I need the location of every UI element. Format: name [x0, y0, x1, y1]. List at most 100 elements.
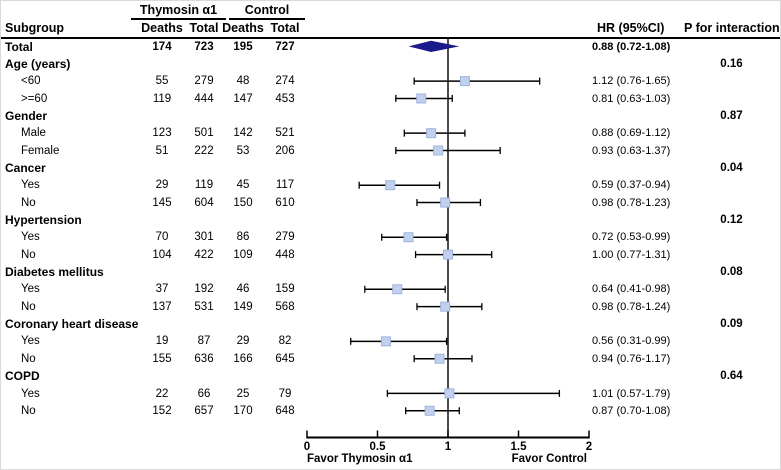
table-row: Female 51 222 53 206 0.93 (0.63-1.37) — [1, 143, 780, 160]
row-label: Hypertension — [5, 213, 82, 227]
deaths-control-cell: 170 — [233, 404, 253, 417]
table-row: No 155 636 166 645 0.94 (0.76-1.17) — [1, 351, 780, 368]
hr-ci-cell: 0.94 (0.76-1.17) — [592, 352, 671, 365]
row-label: COPD — [5, 369, 40, 384]
hr-ci-cell: 1.01 (0.57-1.79) — [592, 387, 671, 400]
row-label: No — [21, 352, 36, 365]
hr-ci-cell: 1.00 (0.77-1.31) — [592, 248, 671, 261]
col-header-total-thymosin: Total — [189, 21, 219, 35]
p-interaction-cell: 0.16 — [720, 57, 743, 70]
x-axis-tick-label: 0.5 — [369, 441, 386, 453]
total-thymosin-cell: 87 — [197, 335, 211, 348]
table-row: Coronary heart disease 0.09 — [1, 316, 780, 333]
p-interaction-cell: 0.87 — [720, 109, 743, 122]
col-header-deaths-thymosin: Deaths — [141, 21, 183, 35]
row-label: Yes — [21, 283, 40, 296]
total-control-cell: 610 — [275, 196, 295, 209]
total-thymosin-cell: 723 — [194, 40, 214, 53]
total-thymosin-cell: 636 — [194, 352, 214, 365]
p-interaction-cell: 0.12 — [720, 214, 743, 226]
total-thymosin-cell: 222 — [194, 144, 214, 157]
group-header-control: Control — [244, 3, 290, 17]
total-thymosin-cell: 604 — [194, 196, 214, 209]
deaths-thymosin-cell: 70 — [155, 231, 169, 244]
table-row: <60 55 279 48 274 1.12 (0.76-1.65) — [1, 73, 780, 90]
deaths-thymosin-cell: 155 — [152, 352, 172, 365]
control-underline — [229, 18, 305, 20]
deaths-control-cell: 29 — [236, 335, 250, 348]
row-label: Yes — [21, 179, 40, 192]
deaths-control-cell: 149 — [233, 300, 253, 313]
total-control-cell: 206 — [275, 144, 295, 157]
deaths-control-cell: 25 — [236, 387, 250, 400]
total-thymosin-cell: 657 — [194, 404, 214, 417]
deaths-thymosin-cell: 29 — [155, 179, 169, 192]
deaths-control-cell: 45 — [236, 179, 250, 192]
deaths-thymosin-cell: 55 — [155, 75, 169, 88]
hr-ci-cell: 0.72 (0.53-0.99) — [592, 231, 671, 244]
table-row: Cancer 0.04 — [1, 160, 780, 177]
table-row: Age (years) 0.16 — [1, 56, 780, 73]
total-control-cell: 727 — [275, 40, 295, 53]
total-control-cell: 568 — [275, 300, 295, 313]
deaths-control-cell: 150 — [233, 196, 253, 209]
deaths-control-cell: 195 — [233, 40, 253, 53]
row-label: Cancer — [5, 160, 46, 175]
total-control-cell: 274 — [275, 75, 295, 88]
x-axis-tick-label: 0 — [303, 441, 311, 453]
total-control-cell: 453 — [275, 92, 295, 105]
hr-ci-cell: 0.98 (0.78-1.24) — [592, 300, 671, 313]
total-thymosin-cell: 279 — [194, 75, 214, 88]
table-row: Diabetes mellitus 0.08 — [1, 264, 780, 281]
table-row: Yes 19 87 29 82 0.56 (0.31-0.99) — [1, 333, 780, 350]
deaths-thymosin-cell: 22 — [155, 387, 169, 400]
total-thymosin-cell: 301 — [194, 231, 214, 244]
hr-ci-cell: 0.64 (0.41-0.98) — [592, 283, 671, 296]
deaths-thymosin-cell: 104 — [152, 248, 172, 261]
row-label: Yes — [21, 231, 40, 244]
hr-ci-cell: 0.87 (0.70-1.08) — [592, 404, 671, 417]
row-label: Age (years) — [5, 56, 71, 71]
total-control-cell: 645 — [275, 352, 295, 365]
deaths-control-cell: 109 — [233, 248, 253, 261]
total-control-cell: 82 — [278, 335, 292, 348]
hr-ci-cell: 0.56 (0.31-0.99) — [592, 335, 671, 348]
header-rule — [1, 37, 780, 39]
thymosin-underline — [131, 18, 226, 20]
deaths-thymosin-cell: 145 — [152, 196, 172, 209]
hr-ci-cell: 0.59 (0.37-0.94) — [592, 179, 671, 192]
row-label: No — [21, 300, 36, 313]
deaths-control-cell: 46 — [236, 283, 250, 296]
hr-ci-cell: 0.98 (0.78-1.23) — [592, 196, 671, 209]
total-control-cell: 279 — [275, 231, 295, 244]
table-row: Yes 37 192 46 159 0.64 (0.41-0.98) — [1, 281, 780, 298]
x-axis-tick-label: 2 — [585, 441, 593, 453]
total-control-cell: 159 — [275, 283, 295, 296]
deaths-thymosin-cell: 123 — [152, 127, 172, 140]
table-row: Male 123 501 142 521 0.88 (0.69-1.12) — [1, 125, 780, 142]
p-interaction-cell: 0.09 — [720, 318, 743, 331]
col-header-subgroup: Subgroup — [5, 21, 65, 35]
col-header-deaths-control: Deaths — [222, 21, 264, 35]
row-label: Diabetes mellitus — [5, 265, 104, 280]
hr-ci-cell: 0.88 (0.69-1.12) — [592, 127, 671, 140]
hr-ci-cell: 0.81 (0.63-1.03) — [592, 92, 671, 105]
table-row: No 104 422 109 448 1.00 (0.77-1.31) — [1, 247, 780, 264]
deaths-thymosin-cell: 137 — [152, 300, 172, 313]
total-control-cell: 117 — [275, 179, 295, 192]
table-row: No 152 657 170 648 0.87 (0.70-1.08) — [1, 403, 780, 420]
deaths-thymosin-cell: 174 — [152, 40, 172, 53]
p-interaction-cell: 0.08 — [720, 266, 743, 279]
row-label: Yes — [21, 335, 40, 348]
axis-label-favor-thymosin: Favor Thymosin α1 — [307, 453, 413, 465]
axis-label-favor-control: Favor Control — [511, 453, 587, 465]
row-label: Total — [5, 39, 33, 54]
total-thymosin-cell: 444 — [194, 92, 214, 105]
col-header-total-control: Total — [270, 21, 300, 35]
row-label: Yes — [21, 387, 40, 400]
table-row: No 137 531 149 568 0.98 (0.78-1.24) — [1, 299, 780, 316]
row-label: >=60 — [21, 92, 48, 105]
table-row: Yes 22 66 25 79 1.01 (0.57-1.79) — [1, 386, 780, 403]
hr-ci-cell: 0.88 (0.72-1.08) — [592, 40, 671, 53]
